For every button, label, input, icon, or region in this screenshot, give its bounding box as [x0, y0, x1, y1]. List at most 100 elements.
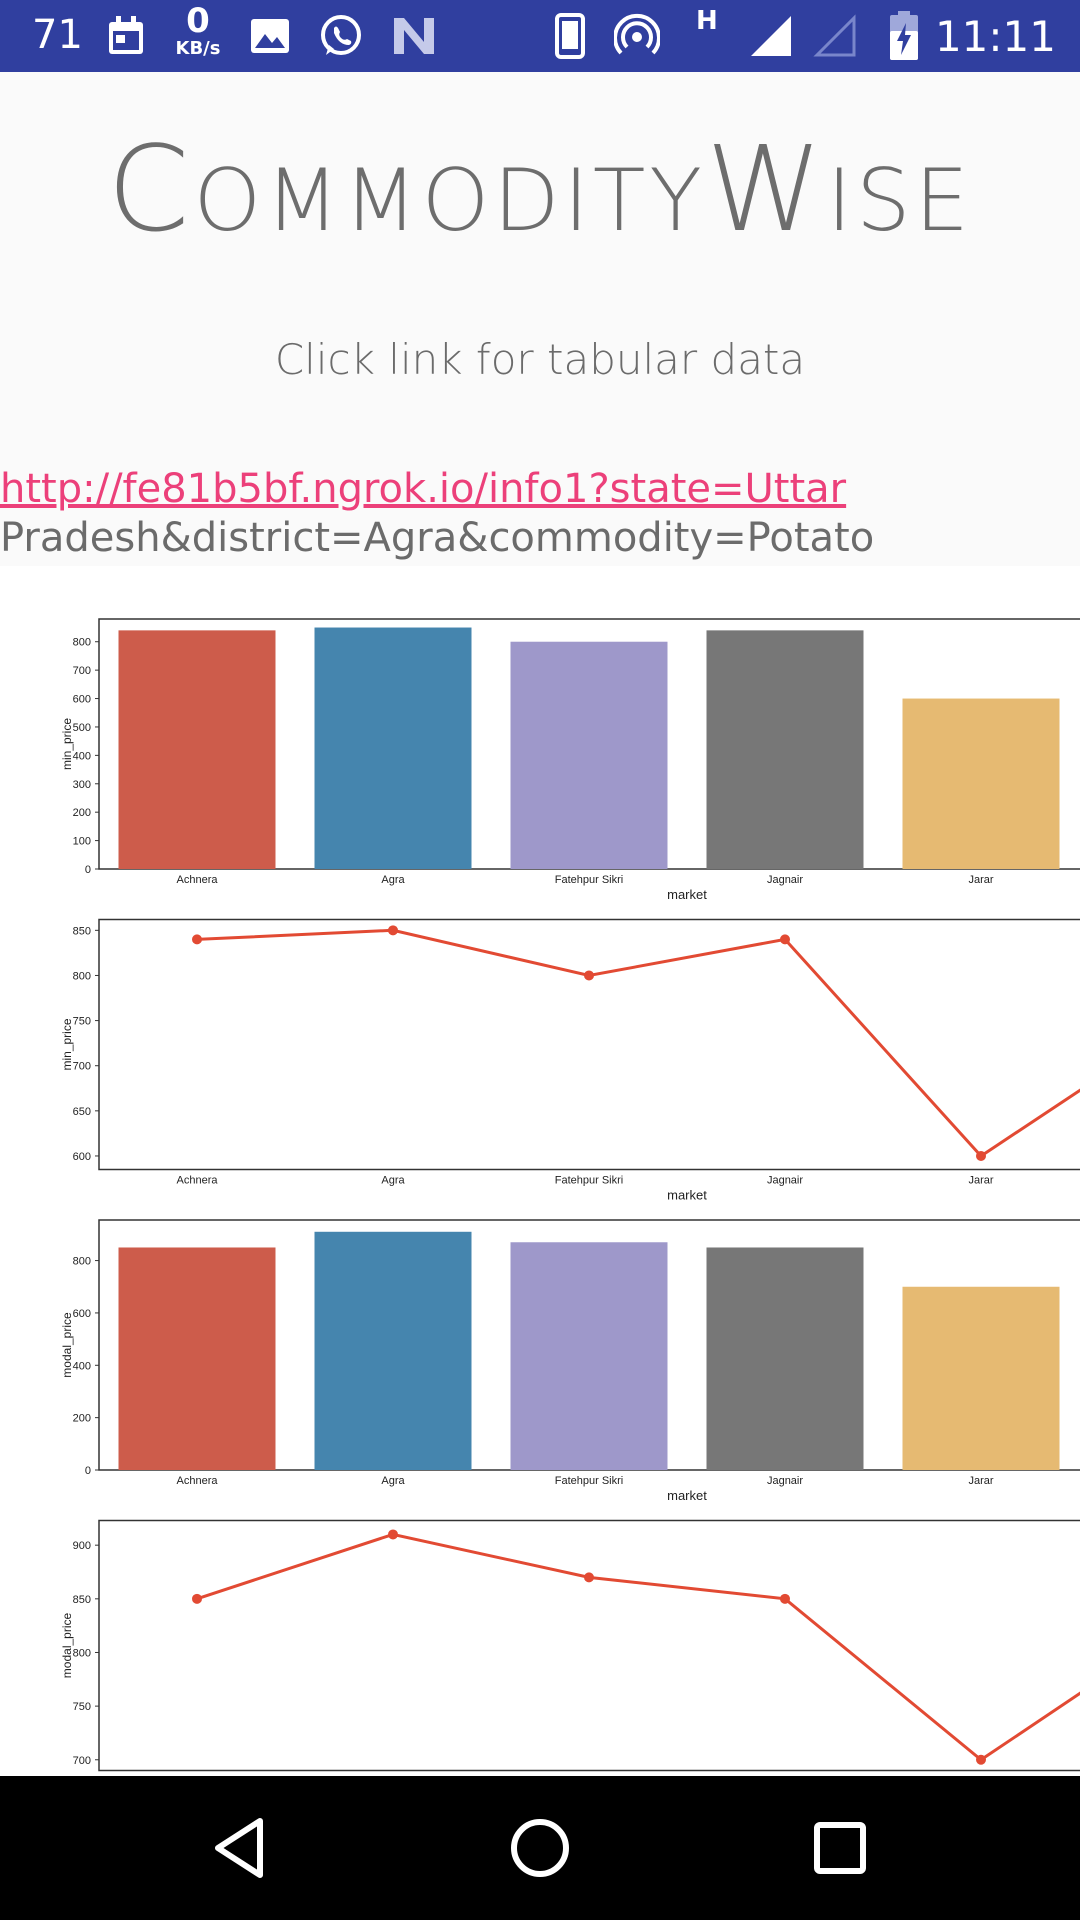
y-tick-label: 850: [73, 1594, 91, 1606]
x-tick-label: Agra: [381, 1776, 405, 1777]
signal-empty-icon: [812, 0, 858, 72]
battery-charging-icon: [884, 0, 924, 72]
home-icon: [511, 1819, 569, 1877]
x-tick-label: Jagnair: [767, 1776, 803, 1777]
image-icon: [248, 0, 292, 72]
home-button[interactable]: [498, 1806, 582, 1890]
x-tick-label: Jarar: [968, 874, 993, 886]
data-point: [584, 1572, 594, 1583]
bar: [706, 630, 864, 869]
y-tick-label: 800: [73, 970, 91, 982]
x-tick-label: Fatehpur Sikri: [555, 1776, 623, 1777]
bar: [510, 641, 668, 869]
bar: [706, 1247, 864, 1470]
y-tick-label: 800: [73, 637, 91, 649]
data-point: [388, 1529, 398, 1540]
x-tick-label: Achnera: [177, 1475, 219, 1487]
title-part-ise: ISE: [826, 151, 973, 251]
whatsapp-icon: [316, 0, 366, 72]
x-tick-label: Jagnair: [767, 1475, 803, 1487]
x-tick-label: Jarar: [968, 1475, 993, 1487]
hotspot-icon: [612, 0, 662, 72]
notification-count: 71: [32, 12, 83, 58]
x-axis-label: market: [667, 1188, 707, 1203]
bar: [510, 1242, 668, 1470]
x-tick-label: Agra: [381, 1475, 405, 1487]
back-button[interactable]: [198, 1806, 282, 1890]
y-tick-label: 0: [85, 864, 91, 876]
chart-2: 600 650 700 750 800 850 min_price Achnera Agra Fa…: [60, 918, 1080, 1203]
chart-image: 0 100 200 300 400 500 600 700 800 min_price Achner…: [0, 566, 1080, 1776]
y-tick-label: 600: [73, 1308, 91, 1320]
app-title: COMMODITYWISE: [0, 130, 1080, 248]
tabular-data-link[interactable]: http://fe81b5bf.ngrok.io/info1?state=Utt…: [0, 466, 847, 512]
bar: [902, 698, 1060, 869]
recents-button[interactable]: [798, 1806, 882, 1890]
phone-icon: [552, 0, 588, 72]
network-speed-unit: KB/s: [175, 38, 221, 59]
data-point: [584, 970, 594, 981]
data-point: [192, 1593, 202, 1604]
y-tick-label: 200: [73, 1413, 91, 1425]
data-point: [192, 934, 202, 945]
y-tick-label: 650: [73, 1106, 91, 1118]
status-bar: 71 0 KB/s H 11:11: [0, 0, 1080, 72]
title-letter-c: C: [107, 120, 194, 258]
data-point: [388, 925, 398, 936]
y-tick-label: 700: [73, 665, 91, 677]
y-tick-label: 200: [73, 807, 91, 819]
y-tick-label: 700: [73, 1061, 91, 1073]
plot-frame: [98, 1519, 1080, 1772]
y-axis-label: min_price: [60, 718, 74, 770]
charts-svg: 0 100 200 300 400 500 600 700 800 min_price Achner…: [60, 618, 1080, 1777]
link-query-text: Pradesh&district=Agra&commodity=Potato: [0, 515, 875, 561]
y-tick-label: 300: [73, 779, 91, 791]
y-tick-label: 100: [73, 836, 91, 848]
x-tick-label: Achnera: [177, 1776, 219, 1777]
bar: [314, 627, 472, 869]
y-tick-label: 750: [73, 1701, 91, 1713]
y-axis-label: min_price: [60, 1018, 74, 1070]
y-tick-label: 850: [73, 925, 91, 937]
y-tick-label: 400: [73, 750, 91, 762]
x-tick-label: Achnera: [177, 874, 219, 886]
x-tick-label: Jarar: [968, 1175, 993, 1187]
y-tick-label: 600: [73, 694, 91, 706]
data-point: [780, 1593, 790, 1604]
x-axis-label: market: [667, 887, 707, 902]
plot-frame: [98, 918, 1080, 1171]
back-icon: [215, 1818, 263, 1878]
calendar-icon: [104, 0, 148, 72]
clock: 11:11: [934, 12, 1056, 61]
x-tick-label: Fatehpur Sikri: [555, 1475, 623, 1487]
y-tick-label: 0: [85, 1465, 91, 1477]
data-point: [976, 1150, 986, 1161]
x-tick-label: Agra: [381, 1175, 405, 1187]
series-line: [196, 928, 1080, 1158]
data-point: [780, 934, 790, 945]
x-tick-label: Achnera: [177, 1175, 219, 1187]
title-letter-w: W: [705, 120, 827, 258]
y-tick-label: 700: [73, 1755, 91, 1767]
x-tick-label: Agra: [381, 874, 405, 886]
x-tick-label: Jagnair: [767, 1175, 803, 1187]
bar: [118, 630, 276, 869]
navigation-bar: [0, 1776, 1080, 1920]
x-tick-label: Fatehpur Sikri: [555, 874, 623, 886]
y-tick-label: 800: [73, 1647, 91, 1659]
x-axis-label: market: [667, 1488, 707, 1503]
recents-icon: [814, 1822, 866, 1874]
bar: [314, 1231, 472, 1470]
chart-1: 0 100 200 300 400 500 600 700 800 min_price Achner…: [60, 618, 1080, 902]
y-tick-label: 500: [73, 722, 91, 734]
y-tick-label: 600: [73, 1151, 91, 1163]
y-tick-label: 800: [73, 1256, 91, 1268]
signal-icon: [748, 0, 794, 72]
data-point: [976, 1754, 986, 1765]
y-tick-label: 750: [73, 1016, 91, 1028]
chart-4: 700 750 800 850 900 modal_price Achnera Agra Fat…: [60, 1519, 1080, 1777]
y-axis-label: modal_price: [60, 1612, 74, 1678]
network-speed: 0 KB/s: [170, 4, 226, 58]
n-app-icon: [390, 0, 438, 72]
bar: [118, 1247, 276, 1470]
